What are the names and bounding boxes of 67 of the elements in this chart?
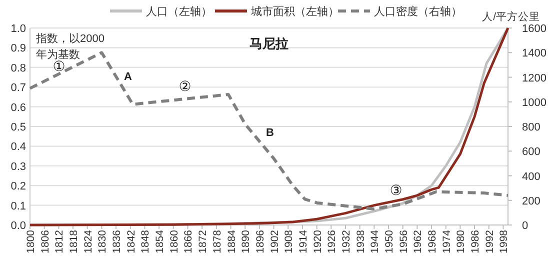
x-tick-label: 1926 xyxy=(326,230,338,254)
text: 马尼拉 xyxy=(250,36,288,51)
x-tick-label: 1830 xyxy=(96,230,109,254)
x-tick-label: 1848 xyxy=(140,230,152,254)
y-tick-label: 0.5 xyxy=(10,122,26,134)
y-tick-label: 0.1 xyxy=(10,200,26,212)
x-tick-label: 1950 xyxy=(384,230,396,254)
y-tick-label: 0.7 xyxy=(10,82,26,94)
x-tick-label: 1986 xyxy=(470,230,482,254)
x-tick-label: 1992 xyxy=(484,230,496,254)
y-tick-label: 0.8 xyxy=(10,62,26,74)
legend-label: 城市面积（左轴） xyxy=(250,5,339,18)
x-tick-label: 1800 xyxy=(25,230,37,254)
y2-tick-label: 600 xyxy=(522,146,540,158)
y-axis-title: 指数，以2000年为基数 xyxy=(35,32,104,61)
x-tick-label: 1932 xyxy=(340,230,352,254)
annotation: A xyxy=(124,71,132,83)
x-tick-label: 1974 xyxy=(440,230,453,254)
x-tick-label: 1956 xyxy=(398,230,410,254)
y2-axis-title: 人/平方公里 xyxy=(482,10,540,23)
y2-tick-label: 200 xyxy=(522,195,540,208)
x-tick-label: 1902 xyxy=(268,230,281,254)
annotation: ② xyxy=(178,78,192,94)
x-tick-label: 1842 xyxy=(125,230,138,254)
y-tick-label: 0.6 xyxy=(10,102,26,114)
x-tick-label: 1806 xyxy=(39,230,52,254)
x-tick-label: 1962 xyxy=(412,230,424,254)
y2-tick-label: 1000 xyxy=(522,96,546,109)
x-tick-label: 1824 xyxy=(82,230,94,254)
legend-label: 人口（左轴） xyxy=(146,5,212,18)
y-tick-label: 0.2 xyxy=(10,180,26,193)
x-tick-label: 1920 xyxy=(312,230,324,254)
y-tick-label: 1.0 xyxy=(10,23,26,35)
x-tick-label: 1980 xyxy=(455,230,468,254)
y2-tick-label: 1200 xyxy=(522,72,546,84)
x-tick-label: 1812 xyxy=(54,230,66,254)
line-series xyxy=(28,51,510,210)
line-series xyxy=(28,26,510,226)
annotation: ③ xyxy=(390,182,402,198)
x-tick-label: 1866 xyxy=(182,230,195,254)
x-tick-label: 1938 xyxy=(354,230,367,254)
x-tick-label: 1914 xyxy=(297,230,310,254)
x-tick-label: 1878 xyxy=(211,230,224,254)
y2-tick-label: 1600 xyxy=(522,23,546,35)
annotation: B xyxy=(266,127,274,139)
x-tick-label: 1884 xyxy=(226,230,238,254)
annotation: ① xyxy=(52,58,66,74)
x-tick-label: 1896 xyxy=(254,230,266,254)
y-tick-label: 0.9 xyxy=(10,42,26,55)
y2-tick-label: 800 xyxy=(522,122,540,134)
x-tick-label: 1890 xyxy=(240,230,252,254)
y2-tick-label: 1400 xyxy=(522,48,546,60)
x-tick-label: 1860 xyxy=(168,230,180,254)
x-tick-label: 1968 xyxy=(426,230,439,254)
x-tick-label: 1836 xyxy=(111,230,124,254)
y-tick-label: 0.0 xyxy=(10,220,26,232)
x-tick-label: 1908 xyxy=(283,230,296,254)
legend-label: 人口密度（右轴） xyxy=(374,5,462,18)
x-tick-label: 1818 xyxy=(68,230,80,254)
y-tick-label: 0.4 xyxy=(10,141,26,154)
x-tick-label: 1944 xyxy=(369,230,382,254)
y-tick-label: 0.3 xyxy=(10,160,26,173)
x-tick-label: 1872 xyxy=(197,230,210,254)
x-tick-label: 1998 xyxy=(498,230,510,254)
y2-tick-label: 0 xyxy=(522,220,528,232)
x-tick-label: 1854 xyxy=(154,230,166,254)
y2-tick-label: 400 xyxy=(522,170,540,183)
